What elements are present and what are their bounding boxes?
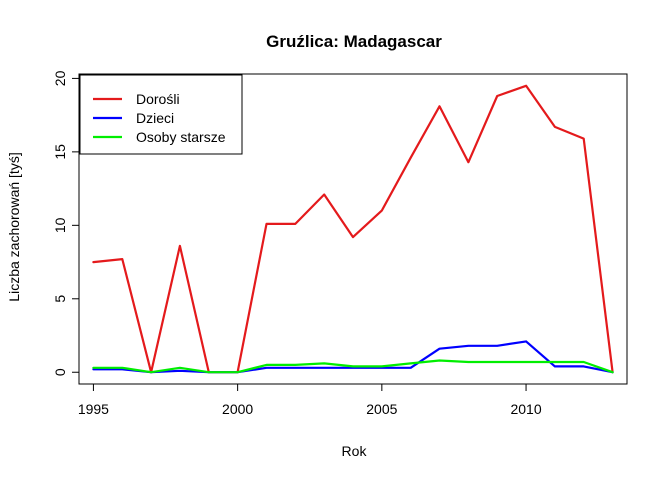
y-tick-label: 5 bbox=[52, 295, 68, 303]
series-line-3 bbox=[92, 359, 614, 374]
x-tick-label: 1995 bbox=[78, 401, 109, 417]
y-tick-label: 10 bbox=[52, 217, 68, 233]
legend-label: Dorośli bbox=[136, 91, 180, 107]
y-axis-label: Liczba zachorowań [tyś] bbox=[6, 152, 22, 301]
series-line-1 bbox=[92, 84, 614, 374]
x-axis-label: Rok bbox=[342, 443, 368, 459]
series-line-2 bbox=[92, 340, 614, 374]
series-lines bbox=[92, 84, 614, 374]
legend: Dorośli Dzieci Osoby starsze bbox=[79, 74, 243, 155]
y-tick-label: 15 bbox=[52, 144, 68, 160]
plot-area bbox=[78, 73, 628, 385]
y-tick-label: 0 bbox=[52, 368, 68, 376]
x-tick-label: 2000 bbox=[222, 401, 253, 417]
x-axis: 1995 2000 2005 2010 bbox=[78, 384, 542, 417]
y-tick-label: 20 bbox=[52, 70, 68, 86]
x-tick-label: 2005 bbox=[366, 401, 397, 417]
plot-frame bbox=[78, 73, 628, 385]
legend-label: Osoby starsze bbox=[136, 129, 226, 145]
chart-title: Gruźlica: Madagascar bbox=[266, 32, 442, 51]
legend-box bbox=[79, 74, 243, 155]
legend-label: Dzieci bbox=[136, 110, 174, 126]
y-axis: 0 5 10 15 20 bbox=[52, 70, 79, 376]
x-tick-label: 2010 bbox=[510, 401, 541, 417]
